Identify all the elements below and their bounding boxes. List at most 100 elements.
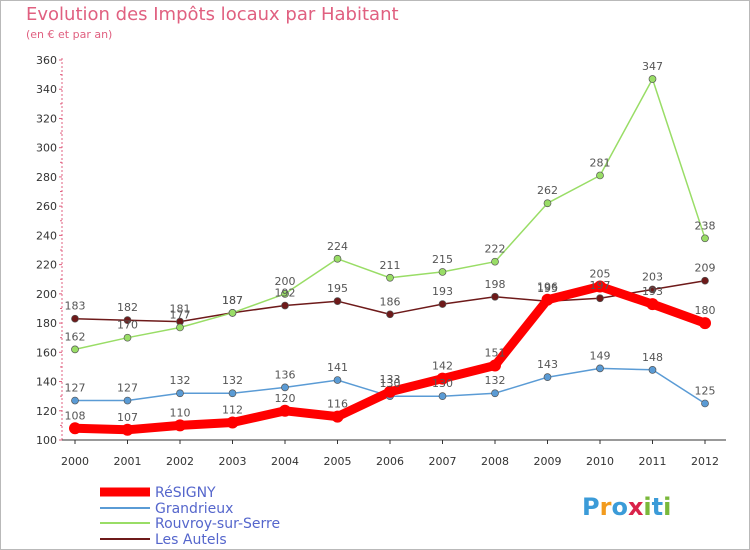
- y-tick-label: 200: [36, 288, 57, 301]
- legend-label: Rouvroy-sur-Serre: [155, 516, 280, 532]
- data-label: 170: [117, 319, 138, 332]
- data-label: 193: [642, 285, 663, 298]
- series-point: [438, 392, 447, 401]
- series-point: [594, 280, 606, 293]
- series-point: [281, 289, 289, 298]
- series-point: [69, 422, 81, 435]
- series-point: [71, 345, 79, 354]
- data-label: 125: [695, 384, 716, 397]
- data-label: 141: [327, 361, 348, 374]
- x-tick-label: 2009: [534, 455, 562, 468]
- x-tick-label: 2003: [219, 455, 247, 468]
- brand-letter: P: [582, 493, 600, 521]
- series-point: [596, 364, 604, 373]
- data-label: 110: [170, 406, 191, 419]
- brand-letter: i: [663, 493, 671, 521]
- data-label: 120: [275, 392, 296, 405]
- y-tick-label: 120: [36, 405, 57, 418]
- brand-logo-text: Proxiti: [582, 493, 671, 521]
- series-point: [491, 257, 499, 266]
- series-point: [648, 365, 657, 374]
- brand-letter: o: [611, 493, 628, 521]
- data-label: 133: [380, 373, 401, 386]
- data-label: 203: [642, 270, 663, 283]
- y-tick-label: 160: [36, 346, 57, 359]
- series-point: [646, 298, 659, 311]
- series-point: [436, 372, 449, 385]
- series-point: [123, 316, 132, 325]
- x-tick-label: 2005: [324, 455, 352, 468]
- brand-letter: i: [643, 493, 651, 521]
- data-label: 193: [432, 285, 453, 298]
- series-point: [71, 396, 79, 405]
- x-tick-label: 2008: [481, 455, 509, 468]
- data-label: 151: [485, 346, 506, 359]
- data-label: 192: [275, 287, 296, 300]
- data-label: 187: [222, 294, 243, 307]
- x-tick-label: 2011: [639, 455, 667, 468]
- data-label: 262: [537, 184, 558, 197]
- data-label: 197: [590, 279, 611, 292]
- brand-letter: x: [628, 493, 644, 521]
- data-label: 347: [642, 60, 663, 73]
- y-tick-label: 260: [36, 200, 57, 213]
- series-point: [386, 273, 394, 282]
- series-point: [648, 75, 657, 83]
- y-tick-label: 240: [36, 229, 57, 242]
- brand-logo: Proxiti: [582, 493, 671, 521]
- series-point: [384, 385, 396, 398]
- data-label: 224: [327, 240, 348, 253]
- series-point: [648, 285, 657, 294]
- series-point: [596, 294, 604, 303]
- series-point: [699, 317, 711, 330]
- series-point: [123, 396, 132, 405]
- data-label: 116: [327, 398, 348, 411]
- series-point: [174, 419, 186, 432]
- series-point: [333, 297, 342, 306]
- data-label: 107: [117, 411, 138, 424]
- series-point: [701, 234, 709, 243]
- y-tick-label: 100: [36, 434, 57, 447]
- series-point: [543, 373, 552, 382]
- x-tick-label: 2001: [114, 455, 142, 468]
- series-point: [226, 416, 239, 429]
- series-point: [331, 410, 344, 423]
- series-point: [333, 376, 342, 384]
- data-label: 132: [170, 374, 191, 387]
- series-point: [281, 301, 289, 310]
- x-tick-label: 2000: [61, 455, 89, 468]
- data-label: 186: [380, 295, 401, 308]
- x-tick-label: 2007: [429, 455, 457, 468]
- series-point: [333, 254, 342, 263]
- data-label: 195: [537, 282, 558, 295]
- x-tick-label: 2004: [271, 455, 299, 468]
- y-tick-label: 340: [36, 83, 57, 96]
- data-label: 181: [170, 303, 191, 316]
- axes: 100 120 140 160 180 200 220 240 260 280 300 320 340 3…: [36, 54, 726, 468]
- data-label: 209: [695, 262, 716, 275]
- series-point: [489, 359, 501, 372]
- legend-label: Grandrieux: [155, 501, 233, 517]
- data-label: 281: [590, 156, 611, 169]
- series-point: [176, 323, 184, 332]
- series-point: [176, 389, 184, 398]
- series-point: [123, 333, 132, 342]
- data-label: 238: [695, 219, 716, 232]
- x-tick-label: 2006: [376, 455, 404, 468]
- series-point: [491, 292, 499, 301]
- series-point: [438, 268, 447, 276]
- data-label: 205: [590, 268, 611, 281]
- series-point: [541, 293, 554, 306]
- series-point: [543, 199, 552, 208]
- x-tick-label: 2012: [691, 455, 719, 468]
- data-label: 180: [695, 304, 716, 317]
- data-label: 183: [65, 300, 86, 313]
- data-label: 127: [65, 382, 86, 395]
- data-label: 200: [275, 275, 296, 288]
- brand-letter: t: [652, 493, 663, 521]
- data-label: 195: [327, 282, 348, 295]
- y-tick-label: 300: [36, 142, 57, 155]
- chart-subtitle: (en € et par an): [26, 28, 113, 41]
